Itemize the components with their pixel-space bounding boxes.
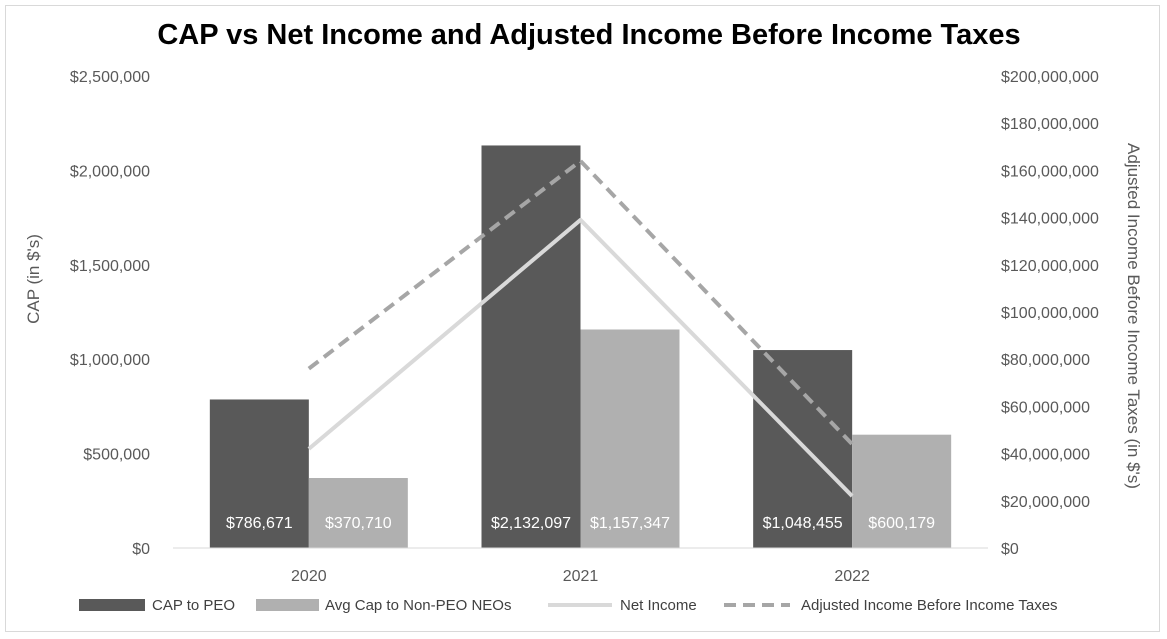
y2-tick-label: $60,000,000	[1001, 399, 1090, 416]
y2-tick-label: $0	[1001, 541, 1019, 558]
y-tick-label: $500,000	[83, 447, 150, 464]
legend: CAP to PEO Avg Cap to Non-PEO NEOs Net Inc…	[79, 597, 1058, 614]
bar-avg-cap-to-non-peo-neos-2020	[308, 478, 408, 548]
bar-data-label: $1,157,347	[590, 515, 670, 532]
bar-data-label: $370,710	[325, 515, 392, 532]
y-tick-label: $2,500,000	[70, 69, 150, 86]
y-tick-label: $1,500,000	[70, 258, 150, 275]
y-tick-label: $2,000,000	[70, 163, 150, 180]
bar-data-label: $600,179	[868, 515, 935, 532]
y2-tick-label: $40,000,000	[1001, 447, 1090, 464]
y2-tick-label: $160,000,000	[1001, 163, 1099, 180]
x-tick-label: 2022	[834, 568, 870, 585]
bar-avg-cap-to-non-peo-neos-2022	[852, 434, 952, 548]
y2-tick-label: $120,000,000	[1001, 258, 1099, 275]
y-tick-label: $0	[132, 541, 150, 558]
y2-tick-label: $20,000,000	[1001, 494, 1090, 511]
bar-data-label: $2,132,097	[491, 515, 571, 532]
legend-label: Adjusted Income Before Income Taxes	[801, 597, 1058, 614]
line-net-income	[307, 217, 854, 498]
x-tick-label: 2021	[563, 568, 599, 585]
combo-chart: CAP vs Net Income and Adjusted Income Be…	[24, 19, 1143, 614]
x-tick-label: 2020	[291, 568, 327, 585]
y-tick-label: $1,000,000	[70, 352, 150, 369]
legend-swatch	[256, 599, 319, 611]
bar-cap-to-peo-2022	[753, 350, 853, 548]
y-axis-title: CAP (in $'s)	[24, 234, 43, 324]
bar-avg-cap-to-non-peo-neos-2021	[580, 329, 680, 548]
legend-label: CAP to PEO	[152, 597, 235, 614]
y2-tick-label: $100,000,000	[1001, 305, 1099, 322]
chart-frame: CAP vs Net Income and Adjusted Income Be…	[5, 5, 1160, 632]
bar-cap-to-peo-2020	[209, 399, 309, 548]
legend-swatch	[79, 599, 145, 611]
chart-title: CAP vs Net Income and Adjusted Income Be…	[157, 19, 1020, 51]
legend-label: Avg Cap to Non-PEO NEOs	[325, 597, 511, 614]
bar-data-label: $1,048,455	[763, 515, 843, 532]
legend-label: Net Income	[620, 597, 697, 614]
y2-tick-label: $80,000,000	[1001, 352, 1090, 369]
bar-cap-to-peo-2021	[481, 145, 581, 548]
bar-data-label: $786,671	[226, 515, 293, 532]
y2-tick-label: $180,000,000	[1001, 116, 1099, 133]
y2-axis-title: Adjusted Income Before Income Taxes (in …	[1124, 143, 1143, 489]
y2-tick-label: $140,000,000	[1001, 211, 1099, 228]
y2-tick-label: $200,000,000	[1001, 69, 1099, 86]
